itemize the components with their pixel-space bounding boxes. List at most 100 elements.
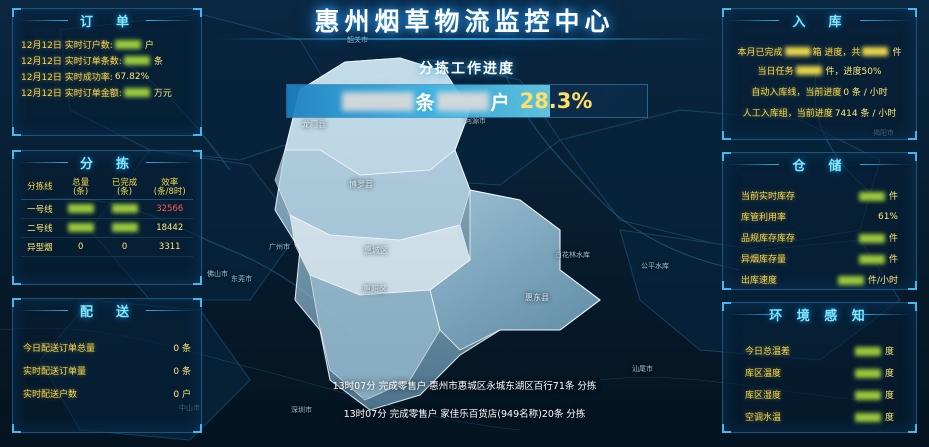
sorting-progress-percent: 28.3% — [519, 89, 593, 113]
sorting-progress-bar: 条 户 28.3% — [286, 84, 648, 118]
map-label: 深圳市 — [291, 406, 312, 414]
sorting-progress-fill — [287, 85, 550, 117]
environment-row-value: 度 — [884, 369, 894, 379]
orders-row: 12月12日 实时订单金额: 万元 — [21, 86, 193, 99]
map-label: 白花林水库 — [555, 251, 590, 259]
sorting-progress: 分拣工作进度 条 户 28.3% — [286, 58, 648, 118]
masked-value — [123, 56, 150, 65]
warehouse-row-value: 件/小时 — [867, 276, 898, 286]
sorting-progress-text: 条 户 28.3% — [287, 88, 647, 115]
cell-total: 0 — [58, 237, 103, 257]
masked-value — [67, 203, 94, 213]
map-label: 惠东县 — [525, 293, 549, 302]
masked-value — [795, 66, 822, 75]
cell-rate: 3311 — [146, 237, 193, 257]
map-label: 公平水库 — [641, 262, 669, 270]
warehouse-row: 库管利用率 61% — [741, 210, 898, 224]
delivery-row: 实时配送户数 0 户 — [23, 387, 191, 400]
map-label: 惠城区 — [364, 246, 388, 255]
warehouse-row-value: 件 — [888, 255, 898, 265]
warehouse-row-label: 当前实时库存 — [741, 192, 796, 202]
environment-row-value: 度 — [884, 347, 894, 357]
panel-orders: 订 单 12月12日 实时订户数: 户 12月12日 实时订单条数: 条 12月… — [12, 8, 202, 136]
warehouse-row: 当前实时库存 件 — [741, 189, 898, 202]
environment-row-value: 度 — [884, 413, 894, 423]
warehouse-row-value: 件 — [888, 234, 898, 244]
warehouse-row-label: 品规库存库存 — [741, 234, 796, 244]
cell-rate: 32566 — [146, 199, 193, 219]
warehouse-row-value: 61% — [877, 211, 898, 222]
unit-customers: 户 — [490, 91, 510, 114]
orders-row-value: 户 — [144, 41, 154, 51]
environment-row: 今日总温差 度 — [745, 344, 894, 357]
delivery-row-value: 0 户 — [173, 390, 191, 400]
map-label: 佛山市 — [207, 270, 228, 278]
panel-environment-title: 环 境 感 知 — [723, 303, 916, 325]
delivery-row: 今日配送订单总量 0 条 — [23, 341, 191, 354]
inbound-row-value: 0 条 / 小时 — [843, 88, 888, 98]
panel-environment: 环 境 感 知 今日总温差 度 库区温度 度 库区湿度 度 空调水温 度 — [722, 302, 917, 433]
ticker-line-2: 13时07分 完成零售户 家佳乐百货店(949名称)20条 分拣 — [343, 409, 586, 420]
environment-row-label: 库区温度 — [745, 369, 782, 379]
panel-warehouse-title: 仓 储 — [723, 153, 916, 175]
delivery-row-label: 今日配送订单总量 — [23, 344, 96, 354]
orders-row: 12月12日 实时订户数: 户 — [21, 38, 193, 51]
panel-delivery: 配 送 今日配送订单总量 0 条 实时配送订单量 0 条 实时配送户数 0 户 — [12, 298, 202, 433]
panel-warehouse: 仓 储 当前实时库存 件 库管利用率 61% 品规库存库存 件 异烟库存量 件 … — [722, 152, 917, 290]
ticker-line-1: 13时07分 完成零售户 惠州市惠城区永城东湖区百行71条 分拣 — [332, 381, 597, 392]
delivery-row-value: 0 条 — [173, 344, 191, 354]
delivery-row-value: 0 条 — [173, 367, 191, 377]
masked-value — [114, 40, 141, 49]
map-label: 惠阳区 — [363, 285, 387, 294]
title-divider — [218, 38, 712, 40]
masked-customer-count — [436, 91, 489, 111]
table-row: 异型烟 0 0 3311 — [21, 237, 193, 257]
col-total: 总量 (条) — [58, 177, 103, 200]
masked-value — [111, 222, 138, 232]
inbound-row: 本月已完成 箱 进度，共 件 — [731, 45, 908, 58]
cell-total — [58, 218, 103, 238]
inbound-row-mid: 箱 进度，共 — [812, 48, 861, 58]
warehouse-row-value: 件 — [888, 192, 898, 202]
warehouse-row-label: 出库速度 — [741, 276, 778, 286]
map-label: 韶关市 — [347, 36, 368, 44]
inbound-row-value: 7414 条 / 小时 — [834, 109, 897, 119]
sorting-table-header: 分拣线 总量 (条) 已完成 (条) 效率 (条/8时) — [21, 177, 193, 200]
masked-value — [854, 369, 881, 378]
sorting-progress-title: 分拣工作进度 — [419, 61, 515, 77]
map-label: 汕尾市 — [632, 365, 653, 373]
environment-row-label: 空调水温 — [745, 413, 782, 423]
orders-row-label: 12月12日 实时订单条数: — [21, 57, 122, 67]
cell-done — [102, 199, 147, 219]
cell-rate: 18442 — [146, 218, 193, 238]
inbound-row-value: 件 — [892, 48, 902, 58]
inbound-row: 人工入库组，当前进度 7414 条 / 小时 — [731, 106, 908, 119]
table-row: 二号线 18442 — [21, 218, 193, 238]
table-row: 一号线 32566 — [21, 199, 193, 219]
masked-value — [854, 413, 881, 422]
masked-value — [854, 391, 881, 400]
panel-inbound-title: 入 库 — [723, 9, 916, 31]
masked-value — [123, 88, 150, 97]
warehouse-row: 品规库存库存 件 — [741, 231, 898, 244]
environment-row: 库区温度 度 — [745, 366, 894, 379]
masked-value — [854, 347, 881, 356]
cell-line: 二号线 — [21, 218, 59, 238]
panel-sorting: 分 拣 分拣线 总量 (条) 已完成 (条) 效率 (条/8时) 一号线 — [12, 150, 202, 285]
masked-value — [111, 203, 138, 213]
environment-row-value: 度 — [884, 391, 894, 401]
masked-value — [67, 222, 94, 232]
unit-orders: 条 — [415, 91, 435, 114]
masked-value — [784, 47, 811, 56]
cell-done: 0 — [102, 237, 147, 257]
inbound-row-label: 当日任务 — [757, 67, 794, 77]
cell-done — [102, 218, 147, 238]
col-rate: 效率 (条/8时) — [146, 177, 193, 200]
sorting-table: 分拣线 总量 (条) 已完成 (条) 效率 (条/8时) 一号线 32566 二号线 — [21, 177, 193, 257]
inbound-row-label: 本月已完成 — [737, 48, 783, 58]
cell-line: 一号线 — [21, 199, 59, 219]
cell-total — [58, 199, 103, 219]
inbound-row: 自动入库线，当前进度 0 条 / 小时 — [731, 85, 908, 98]
map-label: 广州市 — [269, 243, 290, 251]
